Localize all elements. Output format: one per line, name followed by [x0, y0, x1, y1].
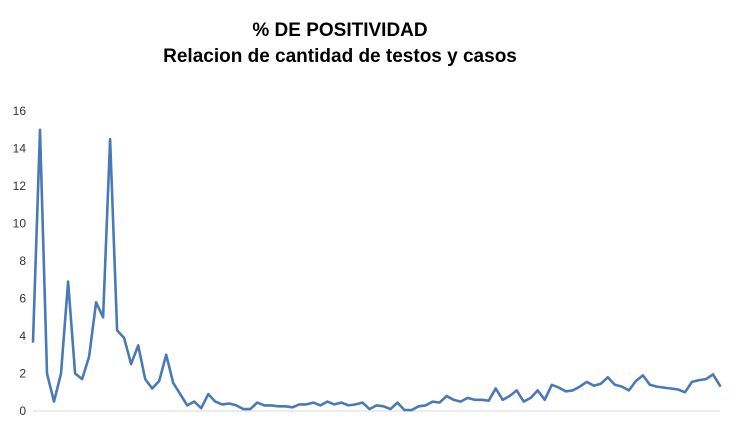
y-tick-label: 0 — [19, 404, 26, 418]
series-line — [31, 128, 722, 412]
y-tick-label: 4 — [19, 329, 26, 343]
chart-title: % DE POSITIVIDAD — [252, 20, 428, 41]
series-layer — [31, 128, 722, 412]
y-axis: 0 2 4 6 8 10 12 14 16 — [13, 104, 27, 418]
y-tick-label: 10 — [13, 217, 27, 231]
y-tick-label: 2 — [19, 367, 26, 381]
y-tick-label: 12 — [13, 179, 27, 193]
y-tick-label: 16 — [13, 104, 27, 118]
y-tick-label: 8 — [19, 254, 26, 268]
y-tick-label: 14 — [13, 142, 27, 156]
y-tick-label: 6 — [19, 292, 26, 306]
chart-subtitle: Relacion de cantidad de testos y casos — [163, 46, 517, 67]
